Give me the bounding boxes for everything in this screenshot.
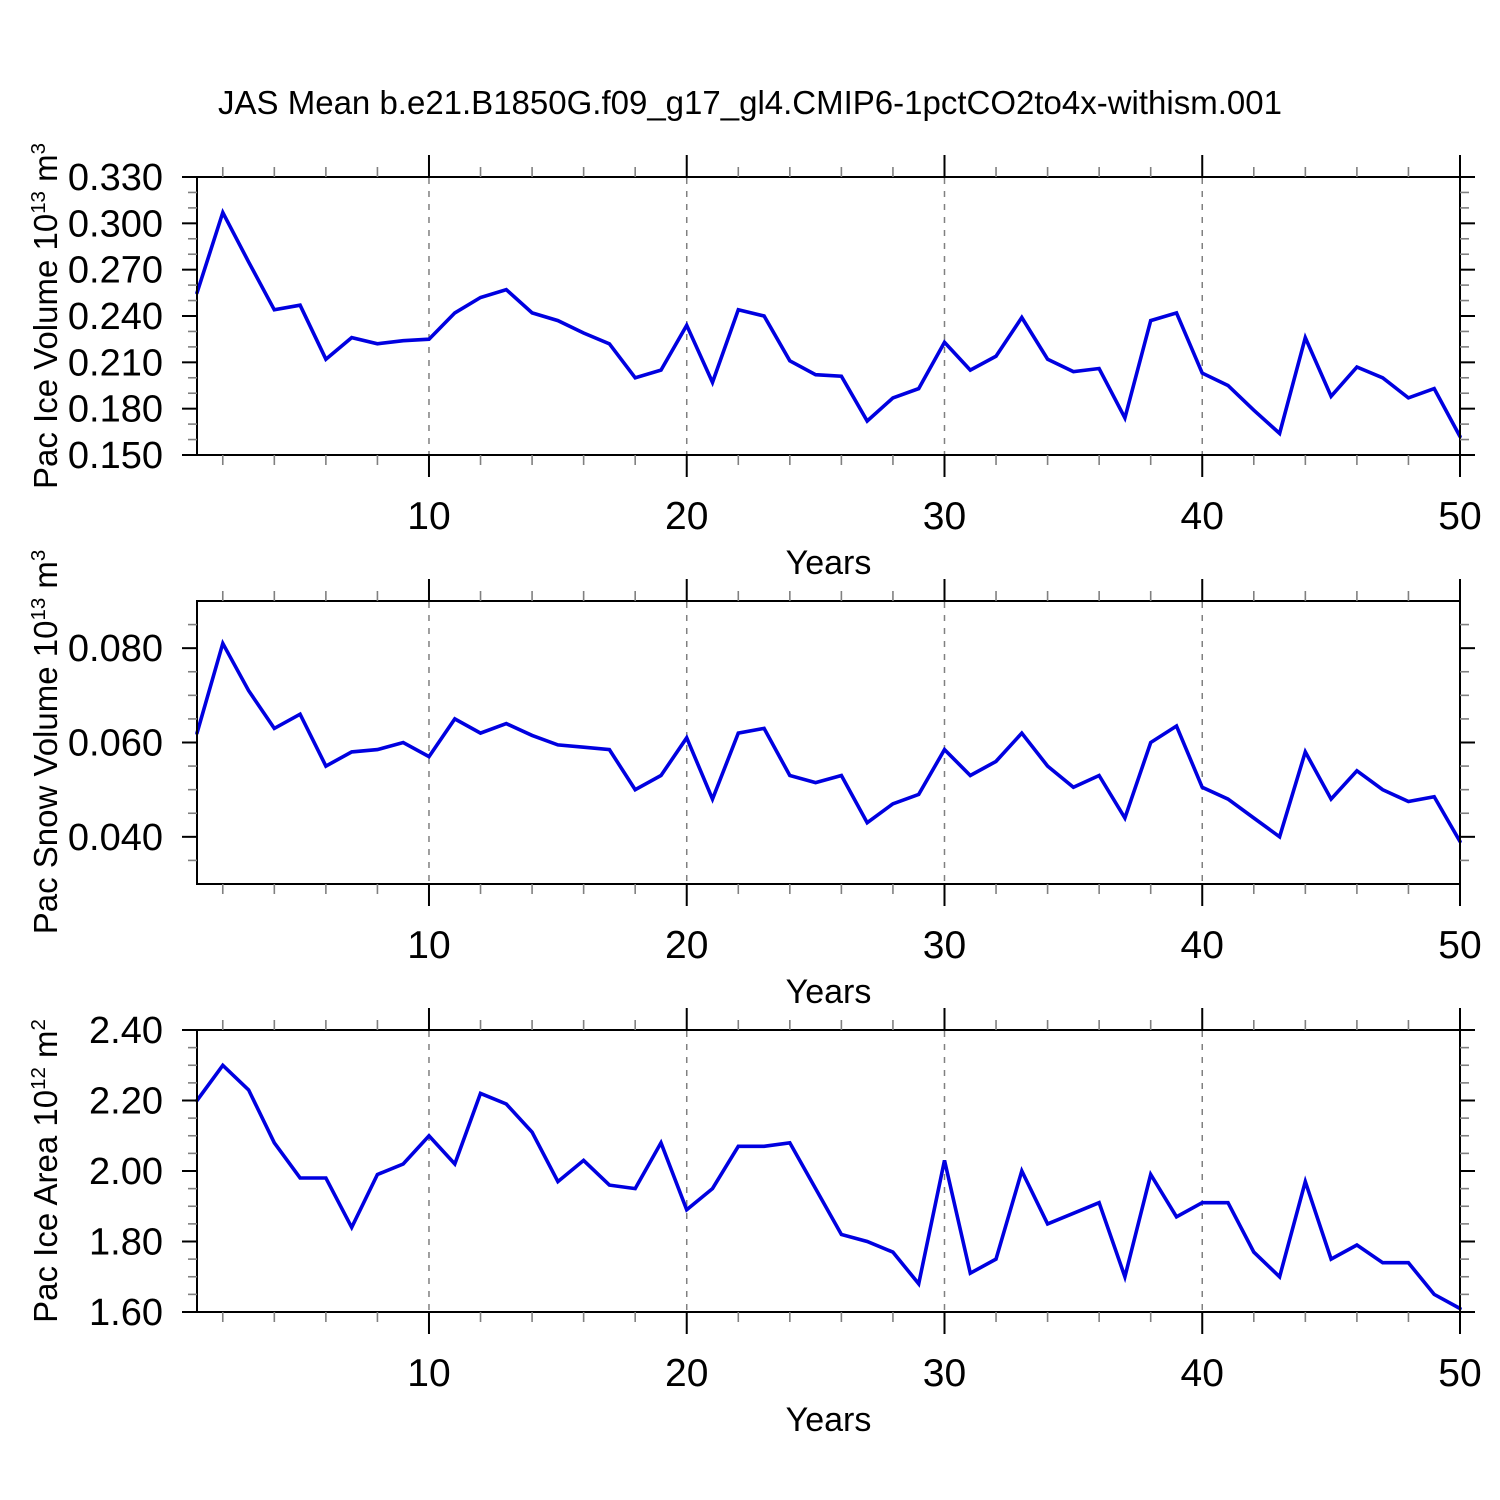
y-tick-label: 0.210 xyxy=(68,342,163,384)
x-tick-label: 30 xyxy=(923,924,966,967)
y-axis-title-unit: m xyxy=(27,561,64,598)
x-tick-label: 40 xyxy=(1181,495,1224,538)
x-tick-label: 20 xyxy=(665,495,708,538)
data-series-pac-snow-volume xyxy=(195,638,1462,844)
y-tick-label: 2.20 xyxy=(89,1081,163,1123)
tick-labels: 10 20 30 40 50 0.040 0.060 0.080 xyxy=(68,628,1482,967)
x-axis-title: Years xyxy=(786,1401,872,1439)
y-axis-title-pac-snow-volume: Pac Snow Volume 1013 m3 xyxy=(27,550,65,934)
y-tick-label: 0.180 xyxy=(68,389,163,431)
y-tick-label: 0.300 xyxy=(68,203,163,245)
data-series-pac-ice-volume xyxy=(195,207,1462,439)
y-tick-label: 0.150 xyxy=(68,435,163,477)
y-axis-title-unit-exponent: 3 xyxy=(27,143,50,155)
x-tick-label: 10 xyxy=(407,1352,450,1395)
y-tick-label: 0.270 xyxy=(68,250,163,292)
y-tick-label: 1.80 xyxy=(89,1222,163,1264)
x-tick-label: 20 xyxy=(665,1352,708,1395)
x-tick-label: 10 xyxy=(407,924,450,967)
y-axis-title-exponent: 13 xyxy=(27,597,50,621)
x-tick-label: 40 xyxy=(1181,1352,1224,1395)
x-tick-label: 20 xyxy=(665,924,708,967)
x-tick-label: 40 xyxy=(1181,924,1224,967)
x-tick-label: 30 xyxy=(923,1352,966,1395)
major-ticks xyxy=(182,155,1475,477)
y-tick-label: 1.60 xyxy=(89,1292,163,1334)
y-tick-label: 2.00 xyxy=(89,1151,163,1193)
plot-frame xyxy=(196,600,1461,885)
minor-ticks xyxy=(188,1020,1469,1322)
y-axis-title-text: Pac Ice Area 10 xyxy=(27,1089,64,1323)
y-tick-label: 2.40 xyxy=(89,1010,163,1052)
y-axis-title-text: Pac Ice Volume 10 xyxy=(27,213,64,489)
y-axis-title-unit: m xyxy=(27,154,64,192)
x-tick-label: 10 xyxy=(407,495,450,538)
x-axis-title: Years xyxy=(786,544,872,582)
y-tick-label: 0.240 xyxy=(68,296,163,338)
y-axis-title-unit-exponent: 2 xyxy=(27,1019,50,1031)
figure-title: JAS Mean b.e21.B1850G.f09_g17_gl4.CMIP6-… xyxy=(218,84,1282,121)
x-tick-label: 50 xyxy=(1438,924,1481,967)
panel-pac-ice-area: 10 20 30 40 50 1.60 1.80 2.00 2.20 2.40 Years xyxy=(89,1008,1482,1439)
y-axis-title-unit: m xyxy=(27,1030,64,1068)
y-axis-title-exponent: 13 xyxy=(27,191,50,214)
x-tick-label: 30 xyxy=(923,495,966,538)
data-series-pac-ice-area xyxy=(195,1062,1462,1311)
y-tick-label: 0.330 xyxy=(68,157,163,199)
gridlines xyxy=(428,1031,1203,1311)
x-tick-label: 50 xyxy=(1438,1352,1481,1395)
y-axis-title-pac-ice-volume: Pac Ice Volume 1013 m3 xyxy=(27,143,65,489)
y-axis-title-unit-exponent: 3 xyxy=(27,549,50,562)
x-axis-title: Years xyxy=(786,973,872,1011)
x-tick-label: 50 xyxy=(1438,495,1481,538)
y-tick-label: 0.040 xyxy=(68,817,163,859)
minor-ticks xyxy=(188,167,1469,465)
y-axis-title-exponent: 12 xyxy=(27,1067,50,1090)
y-tick-label: 0.060 xyxy=(68,723,163,765)
tick-labels: 10 20 30 40 50 1.60 1.80 2.00 2.20 2.40 xyxy=(89,1010,1482,1395)
y-tick-label: 0.080 xyxy=(68,628,163,670)
major-ticks xyxy=(182,579,1475,906)
y-axis-title-text: Pac Snow Volume 10 xyxy=(27,620,64,935)
minor-ticks xyxy=(188,591,1469,894)
y-axis-title-pac-ice-area: Pac Ice Area 1012 m2 xyxy=(27,1019,65,1323)
panel-pac-snow-volume: 10 20 30 40 50 0.040 0.060 0.080 Years xyxy=(68,579,1482,1011)
major-ticks xyxy=(182,1008,1475,1334)
plot-frame xyxy=(196,176,1461,456)
gridlines xyxy=(428,602,1203,883)
